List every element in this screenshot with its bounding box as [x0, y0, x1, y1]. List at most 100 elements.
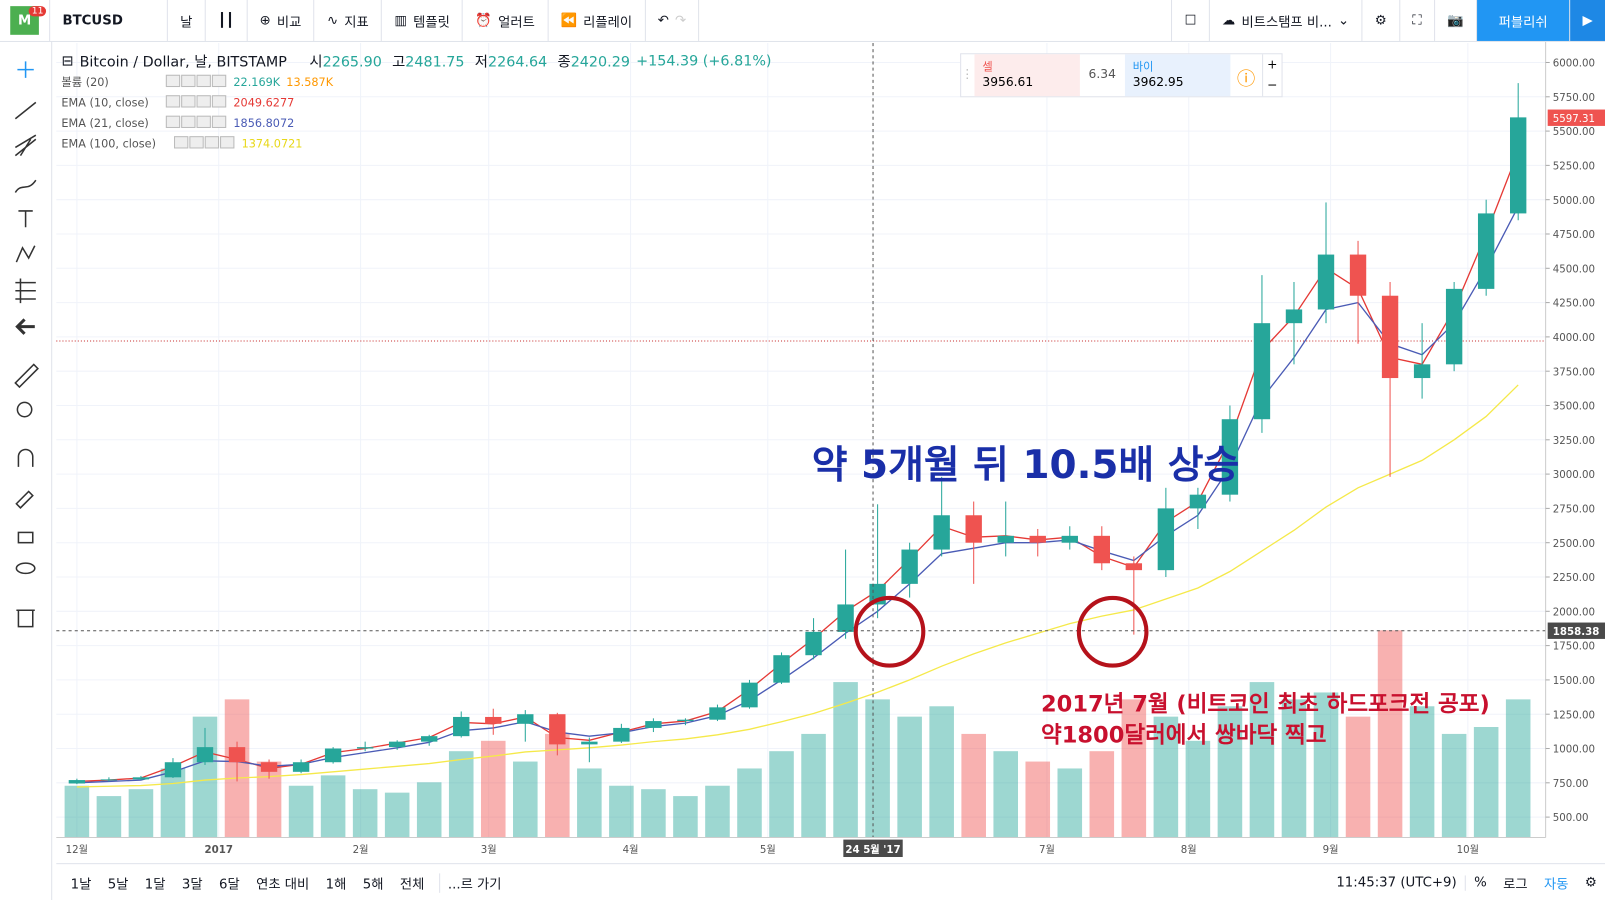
icon: ∿ [326, 12, 339, 29]
volume-bar [1409, 706, 1435, 838]
badge: 11 [28, 6, 47, 17]
bottom-bar: 1날 5날 1달 3달 6달 연초 대비 1해 5해 전체 ...르 가기 11:45:37 (… [56, 863, 1605, 901]
publish[interactable]: 퍼블리쉬 [1477, 0, 1571, 41]
ruler-tool[interactable] [14, 363, 39, 389]
indicators[interactable]: ∿ 지표 [315, 0, 383, 41]
lock-tool[interactable] [17, 531, 34, 544]
magnet-tool[interactable] [17, 448, 34, 467]
range-button[interactable]: 5날 [107, 876, 129, 893]
percent-toggle[interactable]: % [1464, 874, 1495, 891]
layout[interactable]: ☐ [1171, 0, 1210, 41]
candle-body [1317, 254, 1335, 310]
back-tool[interactable] [15, 318, 35, 335]
volume-bar [673, 796, 698, 838]
candle-body [1413, 364, 1431, 379]
indicator-icons [174, 135, 235, 151]
volume-bar [1249, 682, 1275, 838]
range-button[interactable]: 1해 [325, 876, 347, 893]
top-toolbar: M 11 BTCUSD 날 ┃┃ ⊕ 비교 ∿ 지표 ▥ 템플릿 ⏰ 얼러트 ⏪ 리플레이 … [0, 0, 1605, 42]
exchange[interactable]: ☁ 비트스탬프 비... ⌄ [1210, 0, 1363, 41]
volume-bar [1121, 699, 1147, 838]
pattern-tool[interactable] [15, 245, 36, 263]
alert[interactable]: ⏰ 얼러트 [463, 0, 549, 41]
indicator-value: 1856.8072 [233, 116, 295, 130]
line-tool[interactable] [14, 101, 37, 120]
volume-bar [352, 789, 378, 838]
x-tick-label: 7월 [1039, 844, 1055, 856]
candle-body [196, 747, 214, 763]
ohlc-label: 시 [309, 54, 323, 71]
chart-style[interactable]: ┃┃ [206, 0, 248, 41]
x-tick-label: 5월 [760, 844, 776, 856]
ohlc-value: 2420.29 [570, 54, 630, 71]
x-tick-label: 9월 [1323, 844, 1339, 856]
brush-tool[interactable] [14, 179, 37, 193]
lock-drawing-tool[interactable] [15, 490, 34, 509]
snapshot[interactable]: 📷 [1435, 0, 1478, 41]
goto[interactable]: ...르 가기 [438, 872, 510, 893]
range-button[interactable]: 6달 [218, 876, 240, 893]
ema-line [76, 206, 1519, 784]
candle-body [613, 727, 630, 742]
range-button[interactable]: 전체 [399, 876, 425, 893]
visibility-tool[interactable] [15, 562, 36, 575]
ema-line [76, 151, 1519, 783]
templates[interactable]: ▥ 템플릿 [382, 0, 464, 41]
candle-body [1381, 295, 1399, 379]
legend: ⊟ Bitcoin / Dollar, 날, BITSTAMP 시2265.90… [61, 51, 771, 153]
settings[interactable]: ⚙ [1362, 0, 1400, 41]
y-tick-label: 5250.00 [1553, 161, 1595, 172]
volume-bar [641, 789, 666, 838]
indicator-icons [165, 94, 227, 110]
candle-body [1253, 323, 1271, 420]
candle-body [100, 779, 118, 781]
range-button[interactable]: 3달 [181, 876, 203, 893]
zoom-buttons[interactable]: + − [1261, 54, 1282, 97]
interval[interactable]: 날 [168, 0, 206, 41]
indicator-name: EMA (21, close) [61, 116, 149, 130]
crosshair-tool[interactable] [17, 61, 34, 78]
change: +154.39 (+6.81%) [636, 53, 772, 70]
fullscreen[interactable]: ⛶ [1400, 0, 1435, 41]
collapse[interactable]: ⊟ [61, 53, 74, 70]
candle-body [388, 741, 406, 748]
range-button[interactable]: 연초 대비 [256, 876, 310, 893]
volume-bar [1377, 630, 1403, 838]
y-tick-label: 4250.00 [1553, 299, 1595, 310]
spread: 6.34 [1088, 66, 1116, 81]
publish-menu[interactable]: ▶ [1570, 0, 1605, 41]
crosshair-y-label: 1858.38 [1553, 627, 1600, 638]
symbol[interactable]: BTCUSD [50, 0, 168, 41]
candle-body [1349, 254, 1367, 296]
range-button[interactable]: 1달 [144, 876, 166, 893]
logo[interactable]: M 11 [0, 0, 51, 41]
zoom-tool[interactable] [16, 401, 33, 418]
note-annotation: 2017년 7월 (비트코인 최초 하드포크전 공포) [1041, 692, 1490, 718]
candle-body [773, 655, 790, 683]
volume-bar [64, 785, 90, 838]
settings[interactable]: ⚙ [1584, 874, 1597, 891]
auto-toggle[interactable]: 자동 [1544, 876, 1569, 893]
buy-button[interactable]: 바이 3962.95 [1124, 54, 1231, 97]
replay[interactable]: ⏪ 리플레이 [548, 0, 646, 41]
fib-tool[interactable] [14, 134, 37, 157]
undo-redo[interactable]: ↶ ↷ [645, 0, 700, 41]
y-tick-label: 4750.00 [1553, 230, 1595, 241]
text-tool[interactable] [18, 210, 33, 228]
trash-tool[interactable] [16, 609, 35, 628]
measure-tool[interactable] [15, 278, 36, 304]
volume-bar [865, 699, 890, 838]
info[interactable]: ⓘ [1236, 68, 1256, 91]
ohlc-label: 종 [557, 54, 571, 71]
clock: 11:45:37 (UTC+9) [1336, 874, 1457, 891]
candle-body [68, 780, 86, 784]
candle-body [1477, 213, 1495, 289]
drag-handle: ⋮ [961, 66, 974, 81]
log-toggle[interactable]: 로그 [1503, 876, 1528, 893]
range-button[interactable]: 1날 [70, 876, 92, 893]
candle-body [677, 719, 694, 722]
compare[interactable]: ⊕ 비교 [247, 0, 315, 41]
range-button[interactable]: 5해 [362, 876, 384, 893]
sell-button[interactable]: 셀 3956.61 [974, 54, 1080, 97]
